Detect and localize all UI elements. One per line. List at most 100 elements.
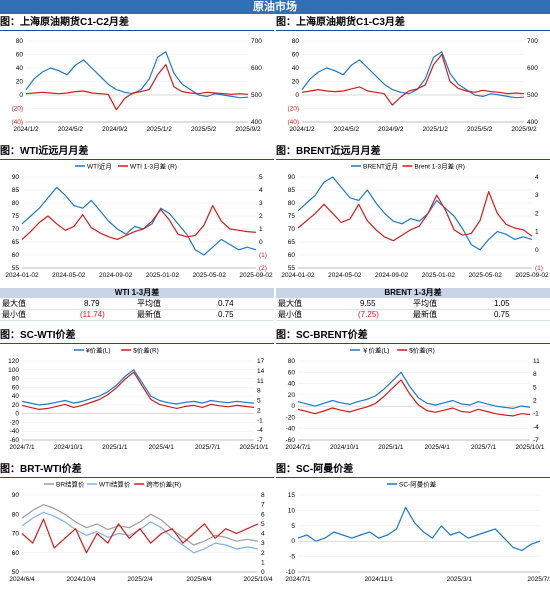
y-tick-label-left: 0: [291, 403, 295, 410]
y-tick-label-right: 17: [257, 358, 265, 365]
y-tick-label-left: 80: [12, 511, 20, 518]
max-value: 9.55: [360, 299, 376, 308]
y-tick-label-right: 600: [527, 65, 538, 72]
series-line-1: [301, 53, 525, 106]
x-tick-label: 2025/2/4: [127, 576, 153, 583]
avg-label: 平均值: [137, 299, 161, 308]
legend-label: 跨市价差(R): [146, 480, 181, 489]
y-tick-label-left: 0: [291, 538, 295, 545]
x-tick-label: 2025/9/2: [235, 126, 261, 133]
y-tick-label-right: 0: [535, 247, 539, 254]
y-tick-label-left: 70: [288, 226, 296, 233]
y-tick-label-left: 15: [288, 492, 296, 499]
y-tick-label-left: 100: [8, 367, 19, 374]
y-tick-label-right: 4: [535, 174, 539, 181]
panel-title: 图：SC-阿曼价差: [276, 464, 354, 475]
x-tick-label: 2024/5/2: [58, 126, 84, 133]
y-tick-label-left: 40: [288, 381, 296, 388]
x-tick-label: 2024/7/1: [9, 444, 35, 451]
y-tick-label-left: 5: [291, 523, 295, 530]
chart-sc-c1c2: 80 60 40 20 0 (20) (40) 700 600 500 400 2024/1/2 202…: [11, 38, 262, 133]
y-tick-label-left: -60: [10, 437, 20, 444]
y-tick-label-right: 1: [259, 226, 263, 233]
y-tick-label-left: -40: [286, 426, 296, 433]
latest-value: 0.75: [218, 310, 234, 319]
divider: [276, 477, 550, 478]
stats-row-max: 最大值 8.79 平均值 0.74: [0, 299, 274, 310]
x-tick-label: 2025/7/1: [195, 444, 221, 451]
min-value: (11.74): [80, 310, 105, 319]
legend-label: WTI结算价: [99, 480, 131, 489]
y-tick-label-left: 80: [288, 200, 296, 207]
series-line-0: [297, 371, 531, 410]
y-tick-label-left: -20: [286, 414, 296, 421]
x-tick-label: 2025-05-02: [469, 272, 503, 279]
y-tick-label-left: 10: [288, 507, 296, 514]
latest-label: 最新值: [137, 310, 161, 319]
series-line-1: [21, 511, 259, 554]
y-tick-label-right: 400: [251, 119, 262, 126]
y-tick-label-right: 3: [535, 192, 539, 199]
x-tick-label: 2024/9/2: [378, 126, 404, 133]
x-tick-label: 2025/4/1: [425, 444, 451, 451]
x-tick-label: 2025/9/2: [511, 126, 537, 133]
chart-sc-brent: ￥价差(L) $价差(R) 80 60 40 20 0 -20 -40 -60 11 8 5 2 -1 -4 -…: [285, 346, 545, 452]
x-tick-label: 2025/1/2: [423, 126, 449, 133]
avg-value: 0.74: [218, 299, 234, 308]
chart-brent-spread: BRENT近月 Brent 1-3月差 (R) 90 85 80 75 70 65 60 55 4 3…: [281, 162, 549, 280]
x-tick-label: 2025/10/1: [516, 444, 545, 451]
y-tick-label-right: 1: [261, 559, 265, 566]
y-tick-label-right: 11: [257, 378, 264, 385]
max-label: 最大值: [278, 299, 302, 308]
y-tick-label-right: 700: [251, 38, 262, 45]
y-tick-label-right: 4: [261, 531, 265, 538]
divider: [276, 159, 550, 160]
series-line-0: [297, 176, 533, 251]
panel-title: 图：SC-WTI价差: [0, 330, 76, 341]
y-tick-label-left: 20: [288, 392, 296, 399]
y-tick-label-left: 85: [288, 187, 296, 194]
legend-label: WTI 1-3月差 (R): [130, 162, 177, 171]
y-tick-label-right: 5: [257, 398, 261, 405]
y-tick-label-left: (20): [287, 106, 299, 113]
x-tick-label: 2024-05-02: [328, 272, 362, 279]
y-tick-label-right: 8: [257, 388, 261, 395]
y-tick-label-right: (2): [259, 265, 267, 272]
chart-brt-wti: BR结算价 WTI结算价 跨市价差(R)9080706050876543210202…: [9, 480, 272, 584]
x-tick-label: 2025-09-02: [515, 272, 549, 279]
y-tick-label-left: 120: [8, 358, 19, 365]
y-tick-label-left: 40: [12, 393, 20, 400]
y-tick-label-left: 60: [12, 252, 20, 259]
series-line-0: [25, 51, 249, 99]
y-tick-label-left: 60: [16, 52, 24, 59]
x-tick-label: 2024/11/1: [364, 576, 393, 583]
y-tick-label-left: (40): [287, 119, 299, 126]
y-tick-label-right: -4: [533, 424, 539, 431]
panel-sc-c1c3: 图：上海原油期货C1-C3月差 80 60 40 20 0 (20) (40) 700 600 5…: [276, 15, 550, 140]
divider: [276, 343, 550, 344]
legend-label: $价差(R): [409, 346, 435, 355]
max-label: 最大值: [2, 299, 26, 308]
legend-label: Brent 1-3月差 (R): [414, 162, 465, 171]
chart-wti-spread: WTI近月 WTI 1-3月差 (R)9085807570656055543210…: [5, 162, 273, 280]
y-tick-label-left: 0: [15, 411, 19, 418]
y-tick-label-left: 80: [16, 38, 24, 45]
y-tick-label-right: 1: [535, 229, 539, 236]
y-tick-label-left: -20: [10, 419, 20, 426]
x-tick-label: 2024/9/2: [102, 126, 128, 133]
y-tick-label-left: 60: [288, 369, 296, 376]
y-tick-label-left: -60: [286, 437, 296, 444]
x-tick-label: 2024/7/1: [285, 444, 311, 451]
x-tick-label: 2025/10/1: [240, 444, 269, 451]
y-tick-label-left: 60: [12, 384, 20, 391]
avg-label: 平均值: [413, 299, 437, 308]
panel-title: 图：BRT-WTI价差: [0, 464, 82, 475]
x-tick-label: 2024/10/1: [54, 444, 83, 451]
legend-label: SC-阿曼价差: [399, 480, 437, 489]
series-line-2: [21, 518, 259, 554]
series-line-0: [21, 369, 255, 406]
y-tick-label-right: 5: [259, 174, 263, 181]
x-tick-label: 2024-05-02: [52, 272, 86, 279]
